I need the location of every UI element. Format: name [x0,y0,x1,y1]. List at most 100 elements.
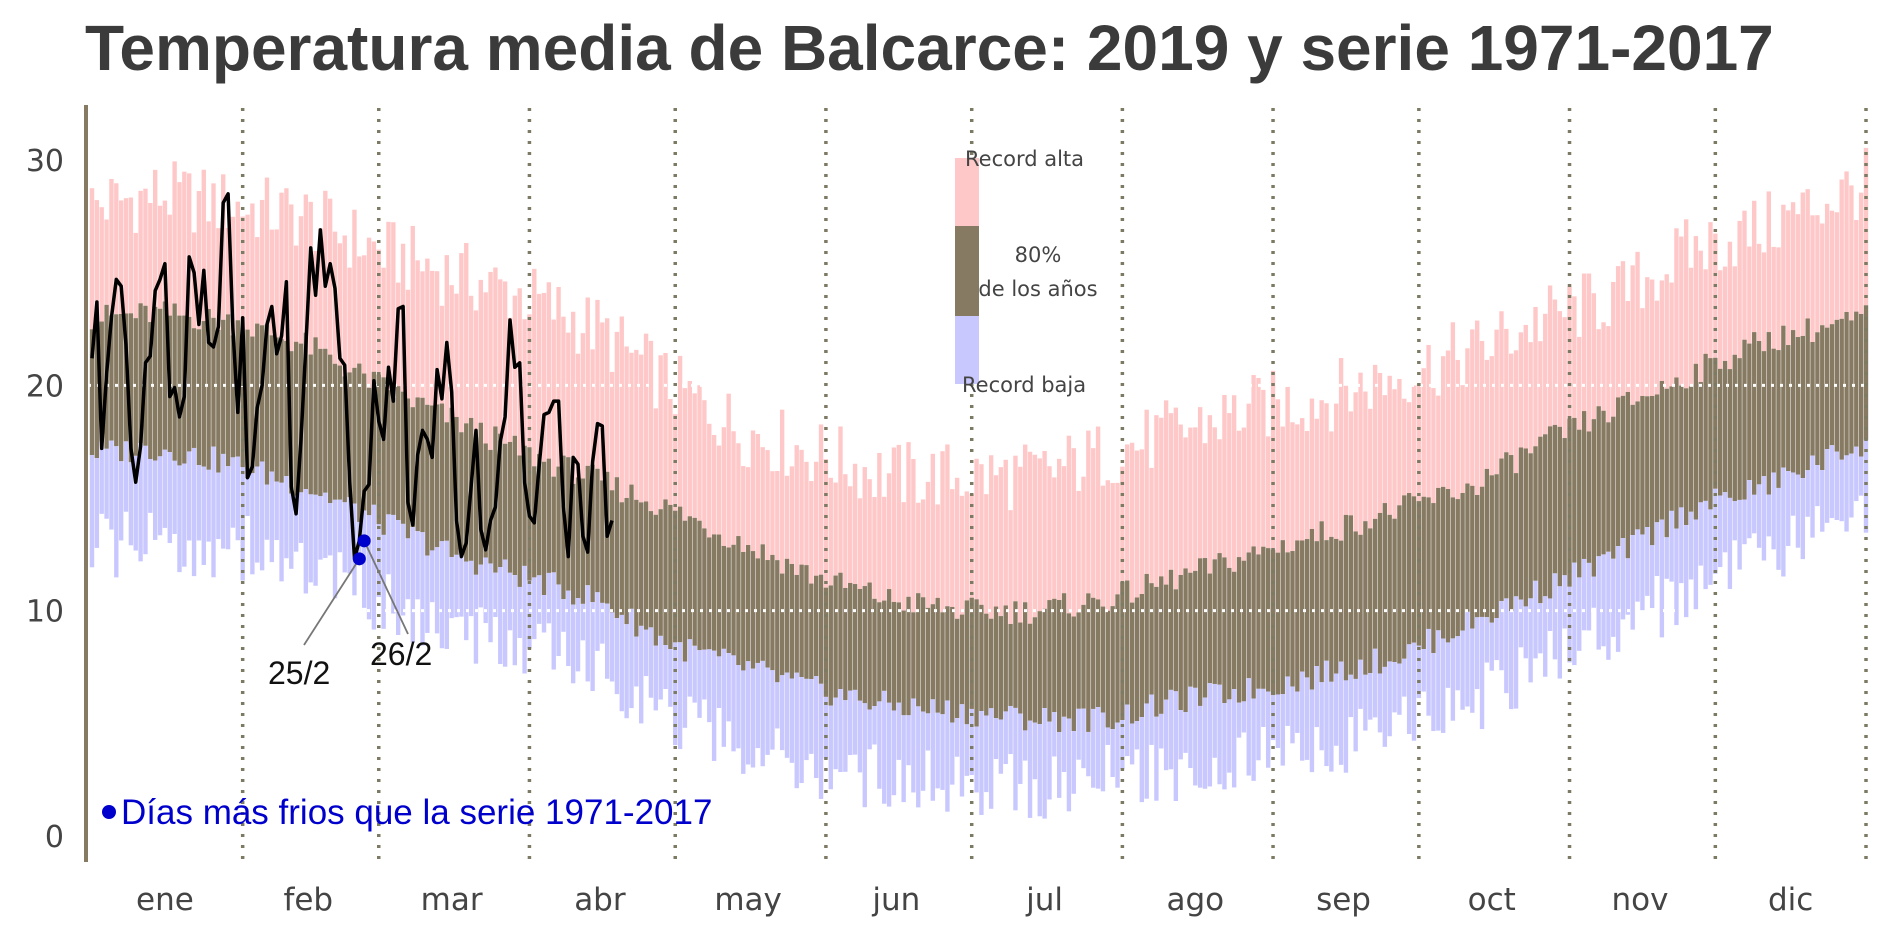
record-low-bar [1275,694,1281,749]
band-80-bar [1426,497,1431,629]
record-low-bar [741,670,746,774]
record-low-bar [289,493,294,569]
band-80-bar [1572,417,1577,563]
record-low-bar [1854,446,1859,502]
band-80-bar [128,313,134,463]
band-80-bar [867,582,872,710]
band-80-bar [799,564,804,678]
band-80-bar [993,606,999,719]
band-80-bar [1431,503,1436,654]
record-low-bar [99,441,104,514]
band-80-bar [507,441,513,573]
record-high-bar [464,243,469,424]
record-low-bar [702,649,707,700]
band-80-bar [1207,573,1213,684]
band-80-bar [760,544,765,661]
record-low-bar [1071,731,1076,794]
band-80-bar [284,340,289,477]
record-high-bar [114,183,119,315]
record-high-bar [653,408,658,515]
record-low-bar [337,499,343,553]
band-80-bar [1324,540,1329,661]
record-low-bar [1664,537,1669,579]
record-low-bar [196,465,202,541]
band-80-bar [1343,514,1349,681]
band-80-bar [488,449,493,564]
band-80-bar [308,354,313,495]
chart-title: Temperatura media de Balcarce: 2019 y se… [85,12,1774,84]
record-low-bar [1649,545,1655,609]
record-low-bar [1091,708,1096,788]
record-low-bar [1246,678,1251,776]
record-high-bar [1426,344,1431,498]
band-80-bar [1231,571,1237,690]
record-low-bar [1795,474,1801,548]
band-80-bar [1722,360,1728,493]
record-high-bar [843,474,848,588]
x-tick-label: ago [1166,882,1224,918]
record-high-bar [1742,210,1747,340]
record-high-bar [1771,246,1776,349]
band-80-bar [682,520,688,662]
record-low-bar [566,590,571,667]
band-80-bar [1265,548,1271,692]
record-high-bar [1839,179,1844,319]
record-low-bar [371,504,377,630]
band-80-bar [1241,560,1247,702]
record-high-bar [1319,400,1324,522]
record-low-bar [1513,596,1519,709]
band-80-bar [1790,330,1796,473]
record-high-bar [1129,442,1135,603]
record-high-bar [575,353,581,478]
band-80-bar [1193,570,1198,688]
band-80-bar [1022,602,1028,731]
record-high-bar [255,237,260,324]
record-high-bar [1275,399,1281,553]
record-high-bar [293,245,299,342]
record-high-bar [1786,210,1791,346]
band-80-bar [1625,391,1631,559]
record-high-bar [643,333,649,502]
record-low-bar [1236,702,1242,738]
band-80-bar [1484,468,1490,618]
record-low-bar [1601,554,1606,647]
band-80-bar [556,466,561,585]
x-tick-label: oct [1468,882,1516,918]
record-low-bar [1581,558,1587,631]
record-low-bar [765,667,770,755]
record-low-bar [1105,727,1110,745]
band-80-bar [711,534,717,651]
band-80-bar [546,458,552,573]
band-80-bar [1334,538,1339,674]
band-80-bar [1460,492,1465,631]
record-low-bar [745,661,751,765]
record-low-bar [779,675,785,751]
band-80-bar [1810,341,1815,456]
record-high-bar [532,268,537,467]
record-high-bar [1285,386,1290,553]
band-80-bar [1562,438,1567,576]
record-high-bar [1125,444,1130,581]
record-high-bar [1795,214,1801,338]
record-low-bar [1523,606,1528,659]
band-80-bar [434,404,440,548]
record-low-bar [634,636,639,687]
band-80-bar [770,554,775,671]
record-high-bar [366,237,372,388]
record-high-bar [896,444,901,603]
record-low-bar [1635,529,1640,602]
record-high-bar [1387,375,1392,515]
legend: Record alta 80% de los años Record baja [955,147,1098,397]
band-80-bar [1314,541,1319,667]
record-low-bar [182,463,187,567]
record-low-bar [444,540,449,649]
cold-days-note-dot [102,805,116,819]
record-high-bar [940,451,945,613]
band-80-bar [784,558,790,673]
record-low-bar [1193,687,1198,786]
record-low-bar [201,466,206,565]
record-high-bar [988,455,994,619]
record-low-bar [230,457,236,528]
record-low-bar [1460,630,1465,710]
record-low-bar [284,476,289,559]
